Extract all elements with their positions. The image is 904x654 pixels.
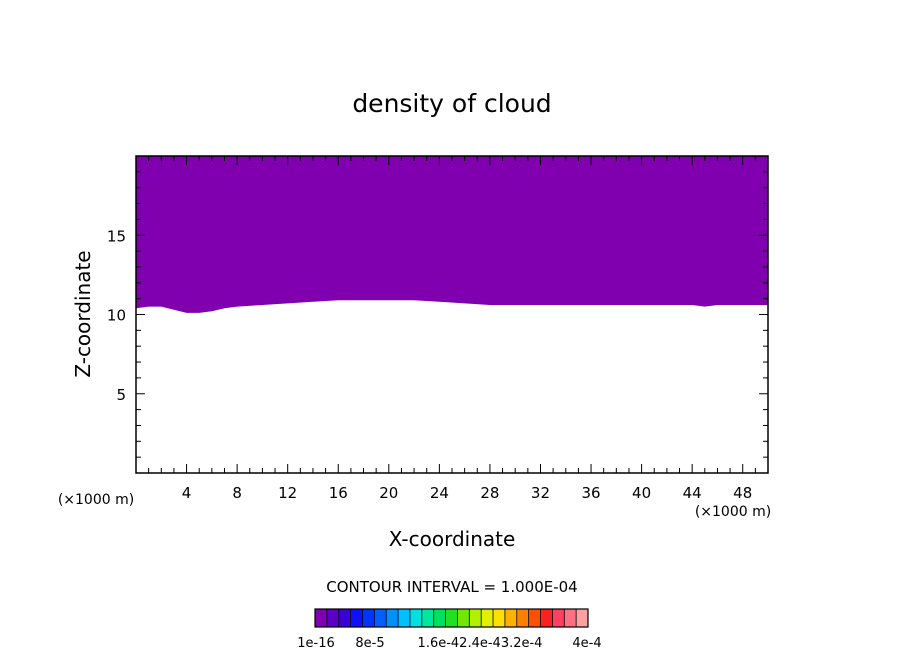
axis-ticks (136, 156, 768, 473)
colorbar-swatch-9 (421, 609, 434, 627)
colorbar-swatch-5 (374, 609, 387, 627)
contour-band-6 (136, 156, 768, 313)
colorbar-label-2: 1.6e-42.4e-43.2e-4 (418, 636, 543, 651)
colorbar-swatch-6 (386, 609, 399, 627)
colorbar-label-1: 8e-5 (355, 636, 384, 651)
x-tick-label-5: 24 (430, 484, 449, 502)
x-tick-label-10: 44 (683, 484, 702, 502)
y-axis-unit: (×1000 m) (58, 492, 134, 508)
contour-interval-label: CONTOUR INTERVAL = 1.000E-04 (326, 578, 577, 596)
colorbar-swatch-2 (338, 609, 351, 627)
colorbar-swatch-10 (433, 609, 446, 627)
y-tick-label-2: 15 (107, 227, 126, 245)
chart-title: density of cloud (352, 89, 551, 118)
colorbar-swatch-21 (564, 609, 577, 627)
x-tick-label-7: 32 (531, 484, 550, 502)
y-tick-label-0: 5 (116, 386, 126, 404)
x-tick-label-0: 4 (182, 484, 192, 502)
colorbar-swatch-17 (516, 609, 529, 627)
colorbar-label-0: 1e-16 (297, 636, 335, 651)
colorbar-frame (314, 608, 589, 628)
y-axis-label: Z-coordinate (71, 250, 95, 377)
x-tick-label-11: 48 (733, 484, 752, 502)
x-tick-label-6: 28 (480, 484, 499, 502)
x-tick-label-9: 40 (632, 484, 651, 502)
colorbar-swatch-14 (481, 609, 494, 627)
y-tick-label-1: 10 (107, 307, 126, 325)
colorbar-swatch-3 (350, 609, 363, 627)
x-tick-label-8: 36 (581, 484, 600, 502)
x-tick-label-1: 8 (232, 484, 242, 502)
colorbar-swatch-16 (504, 609, 518, 627)
y-tick-labels: 5 10 15 (107, 227, 126, 404)
colorbar-swatch-22 (576, 609, 589, 627)
colorbar-swatch-18 (528, 609, 541, 627)
x-tick-label-4: 20 (379, 484, 398, 502)
colorbar-label-3: 4e-4 (572, 636, 601, 651)
x-axis-unit: (×1000 m) (695, 504, 771, 520)
colorbar-swatch-7 (398, 609, 411, 627)
colorbar-swatch-11 (445, 609, 458, 627)
colorbar-swatch-8 (409, 609, 423, 627)
x-tick-label-3: 16 (329, 484, 348, 502)
colorbar-swatch-19 (540, 609, 553, 627)
x-axis-label: X-coordinate (389, 527, 516, 551)
colorbar (315, 609, 589, 627)
x-tick-label-2: 12 (278, 484, 297, 502)
colorbar-swatch-4 (362, 609, 375, 627)
colorbar-swatch-1 (326, 609, 340, 627)
colorbar-swatch-13 (469, 609, 482, 627)
colorbar-swatch-15 (493, 609, 506, 627)
colorbar-swatch-12 (457, 609, 470, 627)
colorbar-swatch-0 (315, 609, 328, 627)
contour-field (136, 156, 768, 313)
x-tick-labels: 4 8 12 16 20 24 28 32 36 40 44 48 (182, 484, 752, 502)
colorbar-swatch-20 (552, 609, 565, 627)
